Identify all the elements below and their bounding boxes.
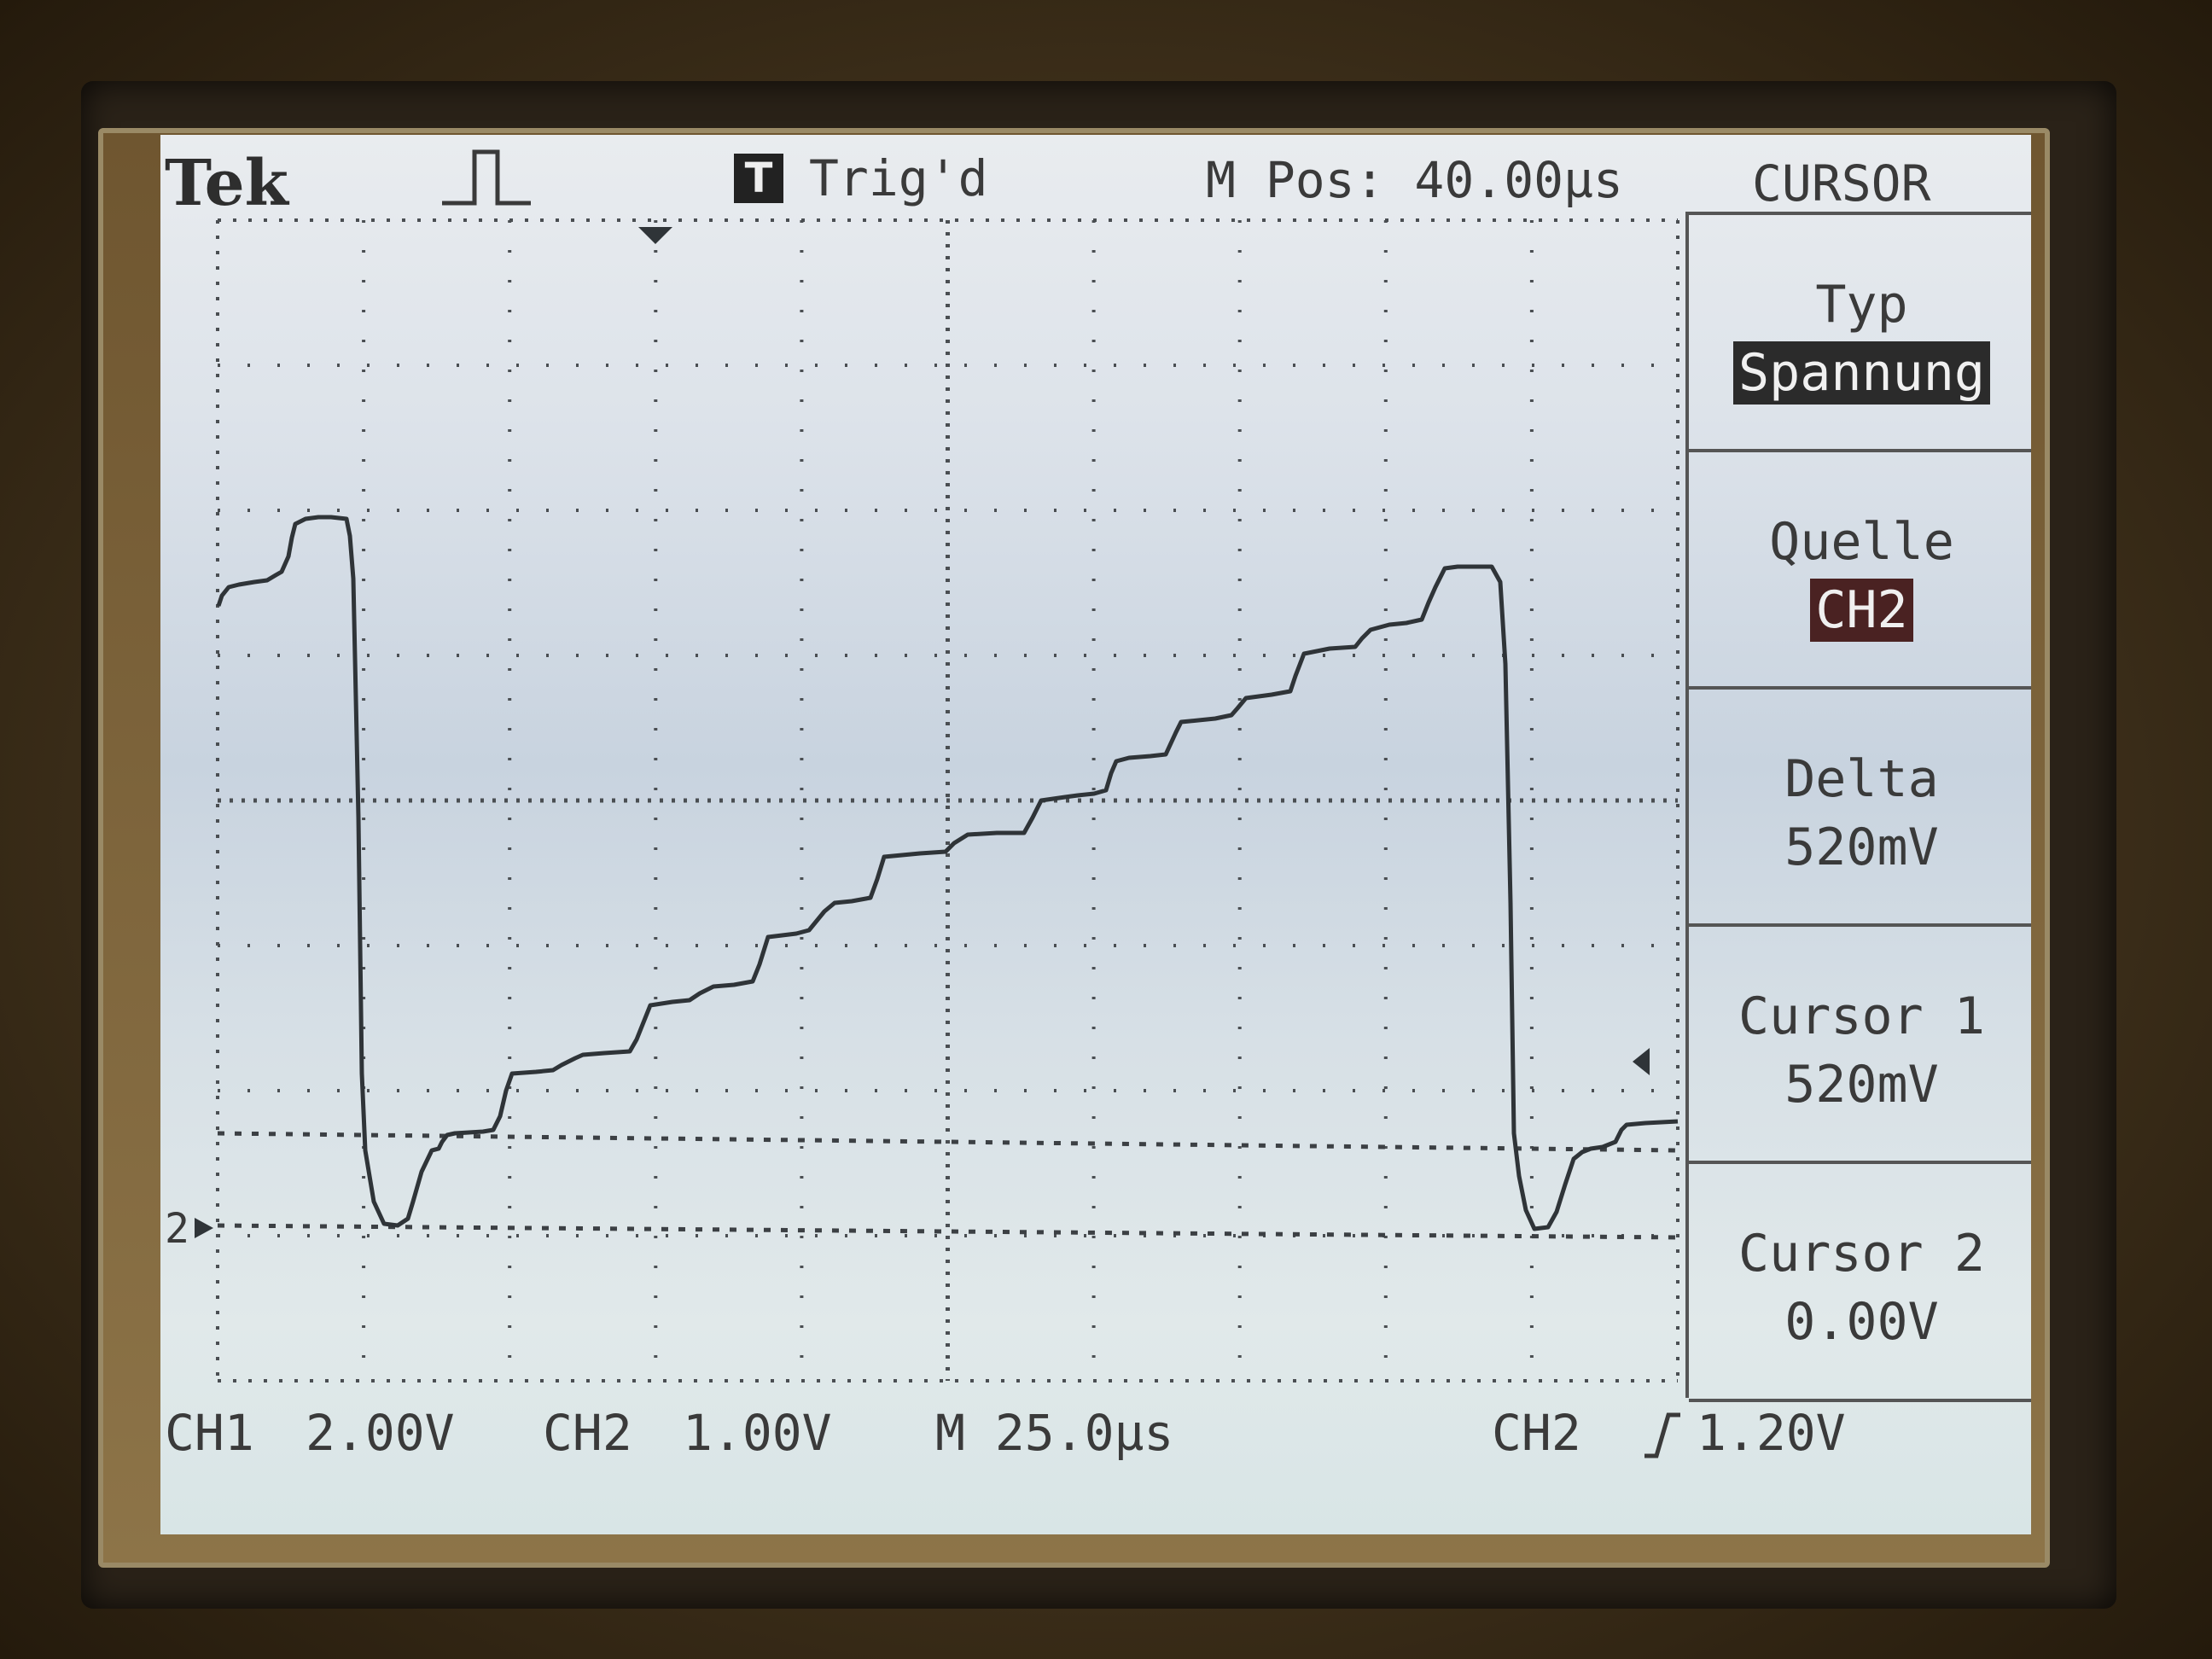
- cursor-1-label: Cursor 1: [1738, 987, 1985, 1046]
- menu-item-cursor-1[interactable]: Cursor 1 520mV: [1689, 923, 2031, 1161]
- menu-item-typ[interactable]: Typ Spannung: [1689, 212, 2031, 450]
- ch1-label: CH1: [165, 1404, 254, 1462]
- quelle-label: Quelle: [1769, 512, 1954, 572]
- graticule: [216, 218, 1679, 1382]
- ch1-scale: 2.00V: [306, 1404, 455, 1462]
- menu-item-cursor-2[interactable]: Cursor 2 0.00V: [1689, 1161, 2031, 1402]
- menu-item-delta: Delta 520mV: [1689, 686, 2031, 924]
- ch2-waveform-trace: [216, 515, 1679, 1231]
- m-pos-readout: M Pos: 40.00µs: [1206, 151, 1623, 209]
- trigger-status: Trig'd: [809, 149, 988, 207]
- oscilloscope-screen: Tek T Trig'd M Pos: 40.00µs CURSOR 2 Typ…: [160, 135, 2031, 1534]
- trigger-position-marker: [638, 227, 672, 244]
- cursor-2-value: 0.00V: [1784, 1292, 1939, 1352]
- cursor-1-line: [217, 1131, 1679, 1153]
- quelle-value-wrap: CH2: [1689, 579, 2031, 642]
- cursor-1-value: 520mV: [1784, 1055, 1939, 1115]
- trigger-source: CH2: [1492, 1404, 1581, 1462]
- typ-value-wrap: Spannung: [1689, 341, 2031, 405]
- timebase-readout: M 25.0µs: [935, 1404, 1174, 1462]
- typ-label: Typ: [1815, 275, 1908, 335]
- channel-2-marker-arrow: [195, 1218, 213, 1238]
- trigger-badge: T: [734, 154, 783, 203]
- delta-label: Delta: [1784, 749, 1939, 809]
- cursor-menu: Typ Spannung Quelle CH2 Delta 520mV Curs…: [1685, 212, 2031, 1402]
- typ-value: Spannung: [1733, 341, 1990, 405]
- ch2-label: CH2: [543, 1404, 632, 1462]
- quelle-value: CH2: [1810, 579, 1913, 642]
- menu-title: CURSOR: [1752, 154, 1931, 212]
- channel-2-marker: 2: [165, 1205, 189, 1253]
- rising-edge-icon: [1644, 1412, 1680, 1458]
- trigger-level: 1.20V: [1697, 1404, 1846, 1462]
- cursor-2-line: [217, 1223, 1679, 1240]
- grid-lines: [216, 218, 1679, 1382]
- cursor-2-label: Cursor 2: [1738, 1224, 1985, 1284]
- pulse-icon: [442, 149, 531, 206]
- cursor-level-marker: [1633, 1048, 1650, 1075]
- menu-item-quelle[interactable]: Quelle CH2: [1689, 449, 2031, 687]
- brand-logo: Tek: [165, 147, 288, 220]
- ch2-scale: 1.00V: [683, 1404, 832, 1462]
- delta-value: 520mV: [1784, 818, 1939, 877]
